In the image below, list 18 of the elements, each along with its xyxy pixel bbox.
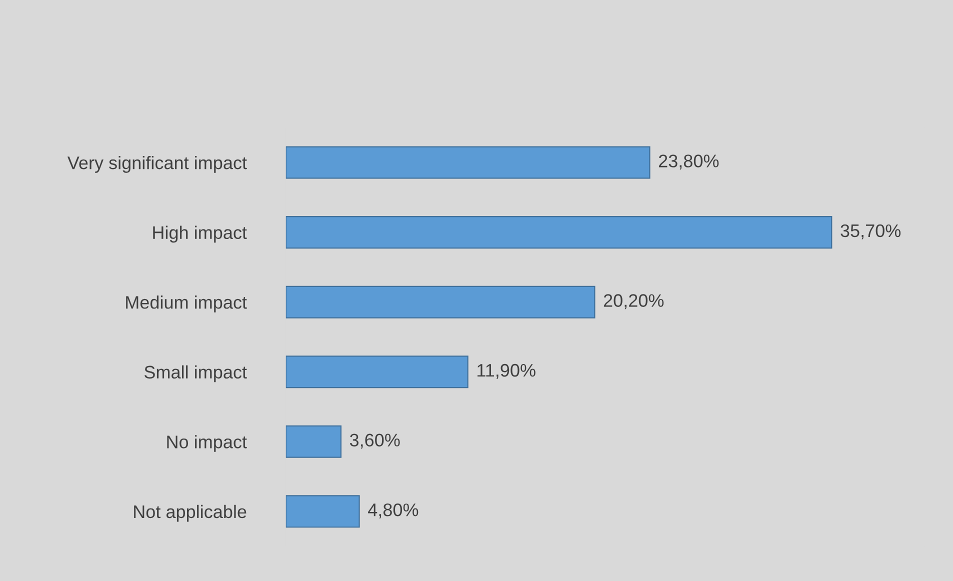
y-tick-label: Medium impact (126, 296, 247, 312)
bar (286, 425, 342, 458)
bar (286, 146, 650, 179)
bar (286, 286, 596, 318)
bar (286, 216, 832, 249)
y-tick-label: Very significant impact (67, 156, 247, 173)
data-label: 4,80% (368, 503, 418, 518)
bar (286, 356, 468, 388)
data-label: 20,20% (604, 294, 664, 310)
data-label: 11,90% (478, 364, 536, 379)
y-tick-label: Not applicable (134, 504, 246, 522)
data-label: 23,80% (658, 154, 719, 170)
data-label: 3,60% (350, 434, 400, 449)
data-label: 35,70% (840, 224, 901, 240)
y-tick-label: High impact (153, 226, 247, 243)
y-tick-label: No impact (167, 435, 247, 452)
bar (286, 495, 360, 528)
y-tick-label: Small impact (144, 365, 247, 382)
